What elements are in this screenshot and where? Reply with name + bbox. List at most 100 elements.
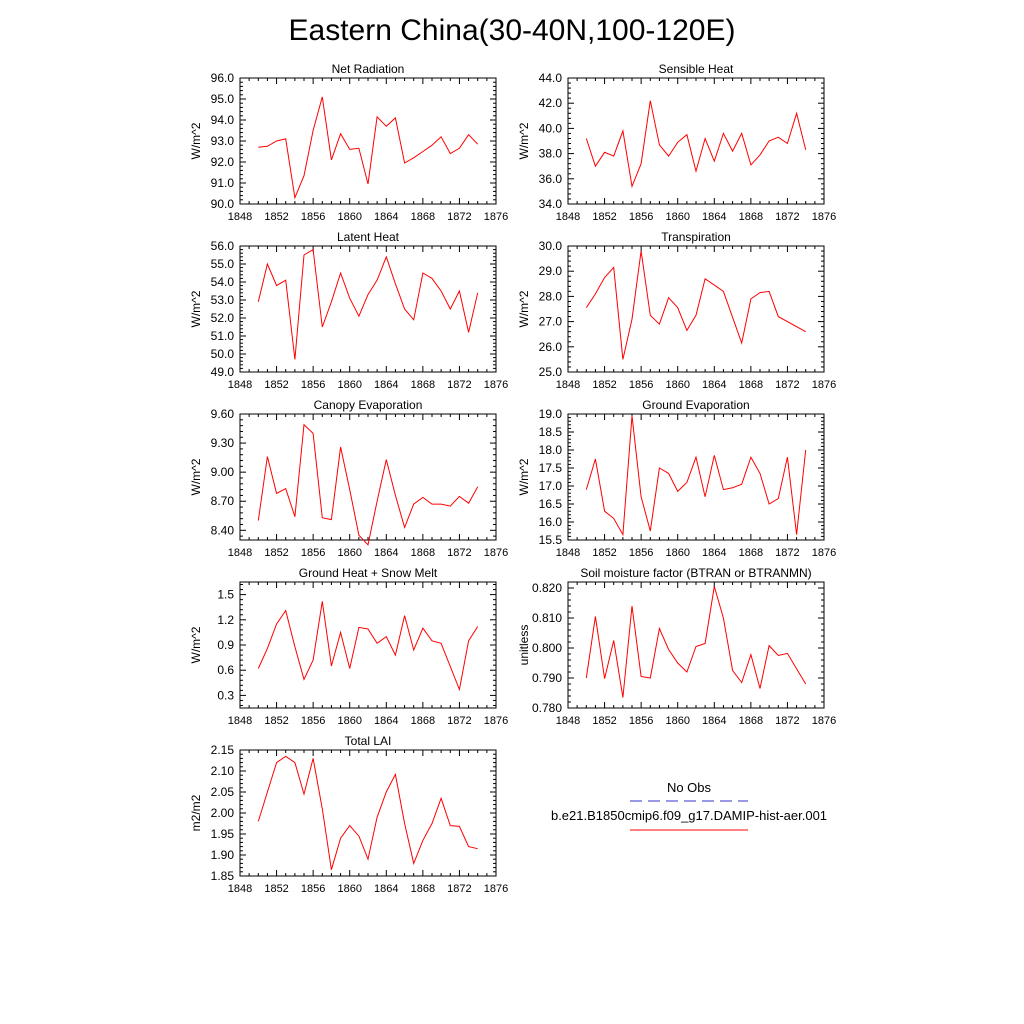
y-axis-label: W/m^2: [189, 458, 203, 495]
y-tick-label: 54.0: [211, 275, 235, 289]
y-tick-label: 15.5: [539, 533, 563, 547]
x-tick-label: 1876: [812, 547, 836, 559]
x-tick-label: 1856: [629, 379, 653, 391]
x-tick-label: 1856: [629, 211, 653, 223]
y-tick-label: 0.820: [532, 581, 562, 595]
series-line: [257, 601, 479, 692]
y-tick-label: 0.3: [217, 688, 234, 702]
y-tick-label: 91.0: [211, 176, 235, 190]
x-tick-label: 1852: [264, 883, 288, 895]
x-tick-label: 1876: [484, 715, 508, 727]
x-tick-label: 1852: [592, 715, 616, 727]
x-tick-label: 1864: [374, 715, 398, 727]
x-tick-label: 1872: [775, 211, 799, 223]
y-axis-label: W/m^2: [517, 122, 531, 159]
y-axis-label: m2/m2: [189, 794, 203, 831]
page-title: Eastern China(30-40N,100-120E): [289, 14, 736, 47]
x-tick-label: 1876: [812, 715, 836, 727]
y-tick-label: 18.5: [539, 425, 563, 439]
plot-frame: [567, 413, 825, 541]
x-tick-label: 1856: [301, 715, 325, 727]
x-tick-label: 1848: [228, 715, 252, 727]
legend-obs-label: No Obs: [667, 780, 712, 795]
x-tick-label: 1852: [592, 211, 616, 223]
x-tick-label: 1864: [374, 379, 398, 391]
x-tick-label: 1864: [702, 211, 726, 223]
x-tick-label: 1848: [556, 715, 580, 727]
y-tick-label: 49.0: [211, 365, 235, 379]
chart-panels: Net Radiation W/m^2 1848 1852 1856 1860 1864 18…: [189, 62, 836, 895]
y-tick-label: 1.95: [211, 827, 235, 841]
panel-title: Sensible Heat: [659, 62, 734, 76]
y-tick-label: 2.05: [211, 785, 235, 799]
x-tick-label: 1868: [739, 715, 763, 727]
y-tick-label: 9.60: [211, 407, 235, 421]
y-tick-label: 26.0: [539, 340, 563, 354]
x-tick-label: 1872: [447, 379, 471, 391]
x-tick-label: 1868: [411, 379, 435, 391]
panel-title: Net Radiation: [332, 62, 405, 76]
y-tick-label: 2.15: [211, 743, 235, 757]
y-tick-label: 34.0: [539, 197, 563, 211]
y-tick-label: 40.0: [539, 121, 563, 135]
y-tick-label: 42.0: [539, 96, 563, 110]
x-tick-label: 1848: [228, 379, 252, 391]
x-tick-label: 1868: [411, 211, 435, 223]
y-tick-label: 28.0: [539, 289, 563, 303]
x-tick-label: 1872: [775, 715, 799, 727]
x-tick-label: 1868: [411, 547, 435, 559]
series-line: [585, 415, 807, 537]
y-tick-label: 0.800: [532, 641, 562, 655]
y-tick-label: 8.40: [211, 523, 235, 537]
x-tick-label: 1848: [228, 211, 252, 223]
y-tick-label: 0.780: [532, 701, 562, 715]
x-tick-label: 1860: [337, 211, 361, 223]
y-tick-label: 53.0: [211, 293, 235, 307]
y-axis-label: W/m^2: [189, 122, 203, 159]
y-tick-label: 9.00: [211, 465, 235, 479]
legend: No Obs b.e21.B1850cmip6.f09_g17.DAMIP-hi…: [551, 780, 827, 831]
y-tick-label: 1.85: [211, 869, 235, 883]
x-tick-label: 1860: [665, 211, 689, 223]
x-tick-label: 1848: [556, 547, 580, 559]
x-tick-label: 1860: [337, 883, 361, 895]
x-tick-label: 1872: [447, 211, 471, 223]
x-tick-label: 1852: [264, 547, 288, 559]
y-tick-label: 1.5: [217, 588, 234, 602]
y-tick-label: 92.0: [211, 155, 235, 169]
x-tick-label: 1876: [484, 883, 508, 895]
y-tick-label: 19.0: [539, 407, 563, 421]
panel-title: Canopy Evaporation: [314, 398, 423, 412]
panel-title: Ground Evaporation: [642, 398, 749, 412]
y-tick-label: 38.0: [539, 147, 563, 161]
x-tick-label: 1856: [301, 211, 325, 223]
panel-title: Ground Heat + Snow Melt: [299, 566, 438, 580]
panel-1: Net Radiation W/m^2 1848 1852 1856 1860 1864 18…: [189, 62, 508, 223]
y-tick-label: 30.0: [539, 239, 563, 253]
y-axis-label: W/m^2: [517, 290, 531, 327]
panel-title: Transpiration: [661, 230, 731, 244]
plot-frame: [239, 413, 497, 541]
plot-frame: [239, 581, 497, 709]
y-tick-label: 29.0: [539, 264, 563, 278]
y-tick-label: 0.810: [532, 611, 562, 625]
y-tick-label: 96.0: [211, 71, 235, 85]
x-tick-label: 1860: [337, 547, 361, 559]
x-tick-label: 1876: [484, 547, 508, 559]
y-tick-label: 0.790: [532, 671, 562, 685]
legend-model-label: b.e21.B1850cmip6.f09_g17.DAMIP-hist-aer.…: [551, 808, 827, 823]
y-tick-label: 51.0: [211, 329, 235, 343]
y-tick-label: 1.90: [211, 848, 235, 862]
plot-frame: [567, 245, 825, 373]
x-tick-label: 1868: [739, 211, 763, 223]
x-tick-label: 1848: [556, 211, 580, 223]
x-tick-label: 1876: [484, 379, 508, 391]
x-tick-label: 1868: [739, 379, 763, 391]
y-tick-label: 17.0: [539, 479, 563, 493]
y-axis-label: unitless: [517, 625, 531, 666]
series-line: [585, 100, 807, 189]
y-tick-label: 36.0: [539, 172, 563, 186]
y-tick-label: 2.10: [211, 764, 235, 778]
x-tick-label: 1860: [337, 715, 361, 727]
